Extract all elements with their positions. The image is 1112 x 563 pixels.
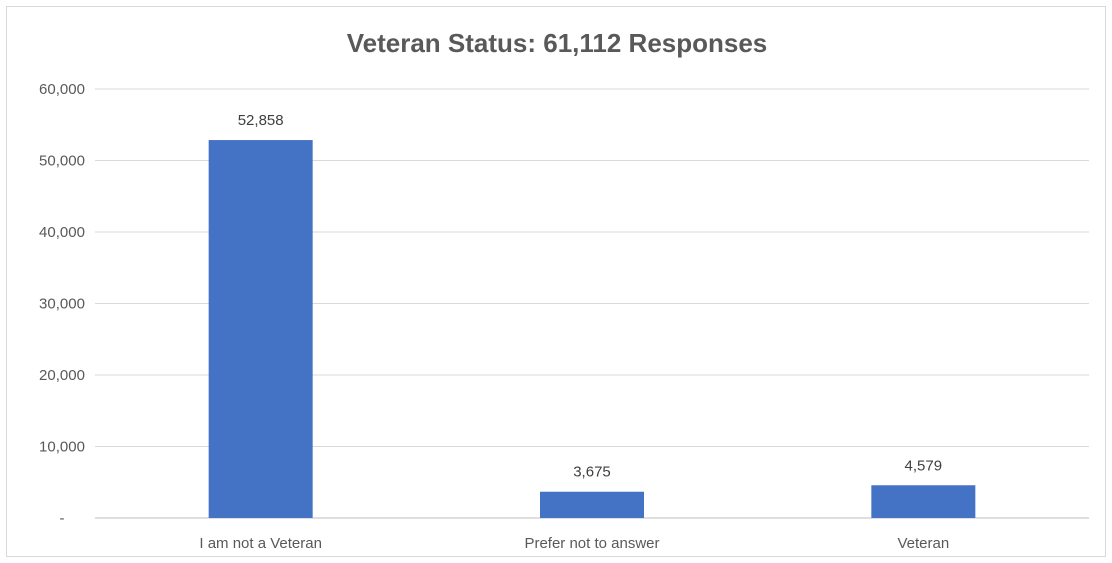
x-category-label: Prefer not to answer — [524, 535, 659, 552]
bar — [540, 491, 644, 518]
y-tick-label: 10,000 — [39, 439, 85, 456]
bar-chart: Veteran Status: 61,112 Responses - 10,000… — [39, 28, 1089, 552]
data-label: 4,579 — [905, 457, 943, 474]
data-labels: 52,858 3,675 4,579 — [238, 112, 942, 481]
y-tick-label: 60,000 — [39, 81, 85, 98]
data-label: 52,858 — [238, 112, 284, 129]
chart-title: Veteran Status: 61,112 Responses — [347, 28, 768, 58]
bars — [208, 140, 976, 518]
y-tick-label: 40,000 — [39, 224, 85, 241]
chart-frame: Veteran Status: 61,112 Responses - 10,000… — [6, 6, 1106, 557]
y-tick-label: - — [60, 510, 65, 527]
y-tick-label: 30,000 — [39, 296, 85, 313]
x-category-label: I am not a Veteran — [199, 535, 322, 552]
bar — [871, 485, 976, 518]
x-category-label: Veteran — [897, 535, 949, 552]
y-tick-label: 50,000 — [39, 153, 85, 170]
y-tick-label: 20,000 — [39, 367, 85, 384]
y-axis-ticks: - 10,000 20,000 30,000 40,000 50,000 60,000 — [39, 81, 85, 527]
bar — [208, 140, 313, 518]
x-axis-categories: I am not a Veteran Prefer not to answer Ve… — [199, 535, 949, 552]
data-label: 3,675 — [573, 464, 611, 481]
